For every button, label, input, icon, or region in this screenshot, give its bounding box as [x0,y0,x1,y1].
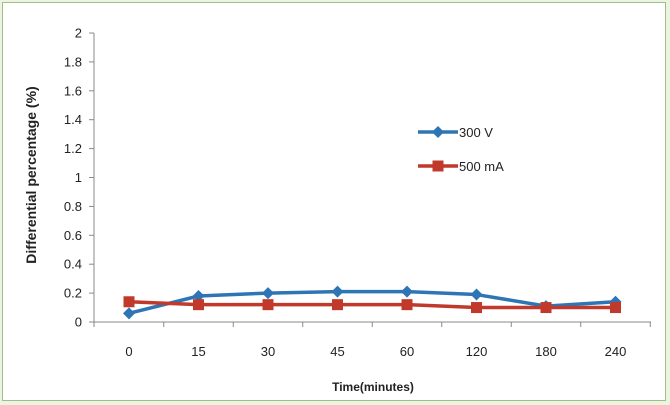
y-ticks: 0 0.2 0.4 0.6 0.8 1 1.2 1.4 1.6 1.8 2 [64,26,94,330]
y-tick-label: 0.4 [64,257,82,272]
data-point [332,299,343,311]
x-tick-label: 15 [191,344,205,359]
data-point [470,288,483,301]
x-tick-label: 180 [535,344,557,359]
series-2 [123,296,621,314]
legend-item: 500 mA [418,159,504,174]
data-point [193,299,204,311]
data-point [471,302,482,314]
legend-label: 300 V [459,125,493,140]
data-point [401,299,413,311]
data-point [610,302,621,314]
y-tick-label: 2 [75,26,82,41]
y-tick-label: 1.4 [64,112,82,127]
data-point [192,289,205,302]
series-layer [123,285,622,320]
data-point [262,299,274,311]
line-chart: 0 0.2 0.4 0.6 0.8 1 1.2 1.4 1.6 1.8 2 0 15 30 45 60 120… [23,26,651,394]
y-tick-label: 0.6 [64,228,82,243]
data-point [540,302,552,314]
x-tick-label: 240 [605,344,627,359]
data-point [123,296,135,308]
x-axis-title: Time(minutes) [332,380,414,394]
legend-label: 500 mA [459,159,504,174]
series-line [128,289,616,316]
legend-item: 300 V [418,125,493,140]
y-axis-title: Differential percentage (%) [23,86,39,263]
x-tick-label: 0 [125,344,132,359]
y-tick-label: 1.6 [64,83,82,98]
y-tick-label: 1.8 [64,54,82,69]
data-point [262,287,274,300]
data-point [331,285,344,298]
legend-marker [432,126,444,138]
x-ticks: 0 15 30 45 60 120 180 240 [93,322,651,359]
y-tick-label: 1 [75,170,82,185]
chart-frame: 0 0.2 0.4 0.6 0.8 1 1.2 1.4 1.6 1.8 2 0 15 30 45 60 120… [2,2,666,401]
data-point [401,285,413,298]
x-tick-label: 60 [400,344,414,359]
legend: 300 V 500 mA [418,125,504,174]
y-tick-label: 0 [75,315,82,330]
x-tick-label: 120 [466,344,488,359]
y-tick-label: 1.2 [64,141,82,156]
series-line [128,300,616,310]
x-tick-label: 30 [261,344,275,359]
data-point [123,307,135,320]
legend-marker [432,160,444,172]
x-tick-label: 45 [330,344,344,359]
y-tick-label: 0.8 [64,199,82,214]
y-tick-label: 0.2 [64,286,82,301]
